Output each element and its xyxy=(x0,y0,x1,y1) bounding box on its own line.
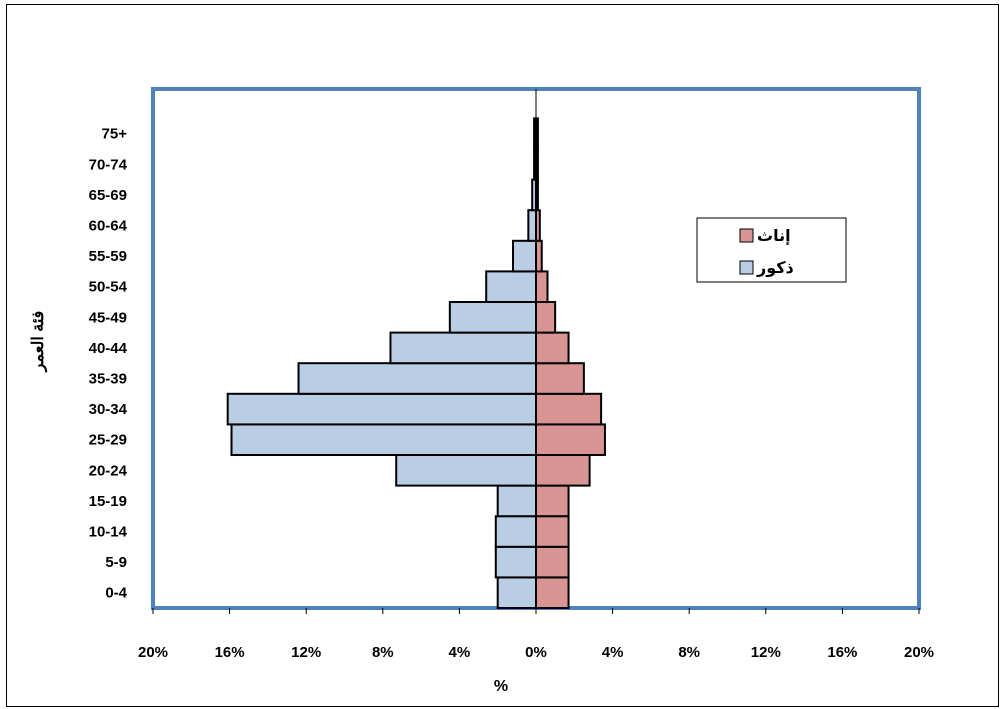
bar-male-5-9 xyxy=(494,545,538,579)
bar-female-45-49 xyxy=(535,301,557,334)
bar-male-15-19 xyxy=(496,484,538,518)
x-tick-label: 16% xyxy=(215,644,245,661)
chart-frame: 0-4 5-9 10-14 15-19 20-24 25-29 30-34 35-39 40-4… xyxy=(6,4,999,707)
y-tick-label: 25-29 xyxy=(89,432,127,449)
bar-female-50-54 xyxy=(535,270,549,303)
y-tick-label: 50-54 xyxy=(89,279,128,296)
bar-female-35-39 xyxy=(535,362,585,395)
bar-female-5-9 xyxy=(535,545,570,579)
bar-male-40-44 xyxy=(389,331,537,365)
x-tick-label: 8% xyxy=(372,644,394,661)
population-pyramid-chart: 0-4 5-9 10-14 15-19 20-24 25-29 30-34 35-39 40-4… xyxy=(30,87,934,695)
bar-female-0-4 xyxy=(535,576,570,610)
bar-female-60-64 xyxy=(535,209,541,242)
x-axis-title: % xyxy=(494,678,508,695)
y-tick-label: 15-19 xyxy=(89,493,127,510)
bar-female-20-24 xyxy=(535,454,591,487)
y-tick-label: 10-14 xyxy=(89,524,128,541)
y-axis-title: فئة العمر xyxy=(30,311,48,373)
bars-layer xyxy=(226,117,606,610)
bar-male-20-24 xyxy=(395,454,537,487)
legend-swatch-male xyxy=(739,260,754,275)
y-tick-labels: 0-4 5-9 10-14 15-19 20-24 25-29 30-34 35-39 40-4… xyxy=(89,126,128,602)
bar-male-55-59 xyxy=(512,239,537,273)
bar-male-0-4 xyxy=(496,576,538,610)
legend: إناث ذكور xyxy=(696,217,847,283)
y-tick-label: 0-4 xyxy=(105,585,127,602)
y-tick-label: 55-59 xyxy=(89,248,127,265)
x-tick-label: 8% xyxy=(678,644,700,661)
x-tick-label: 16% xyxy=(827,644,857,661)
y-tick-label: 75+ xyxy=(102,126,128,143)
x-tick-label: 0% xyxy=(525,644,547,661)
y-tick-label: 65-69 xyxy=(89,187,127,204)
y-tick-label: 5-9 xyxy=(105,554,127,571)
bar-male-60-64 xyxy=(527,209,538,242)
bar-female-10-14 xyxy=(535,515,570,548)
y-tick-label: 40-44 xyxy=(89,340,128,357)
bar-female-25-29 xyxy=(535,423,606,456)
x-tick-labels: 20% 16% 12% 8% 4% 0% 4% 8% 12% 16% 20% xyxy=(138,608,934,661)
y-tick-label: 30-34 xyxy=(89,401,128,418)
bar-male-30-34 xyxy=(226,392,537,426)
legend-label-female: إناث xyxy=(757,226,791,245)
y-tick-label: 60-64 xyxy=(89,218,128,235)
bar-male-45-49 xyxy=(448,301,538,334)
y-tick-label: 35-39 xyxy=(89,371,127,388)
bar-female-55-59 xyxy=(535,239,543,273)
y-tick-label: 70-74 xyxy=(89,156,128,173)
bar-female-30-34 xyxy=(535,392,603,426)
x-tick-label: 20% xyxy=(138,644,168,661)
x-tick-label: 4% xyxy=(602,644,624,661)
legend-box xyxy=(696,217,847,283)
bar-male-35-39 xyxy=(297,362,538,395)
bar-male-25-29 xyxy=(230,423,537,456)
x-tick-label: 12% xyxy=(291,644,321,661)
bar-male-10-14 xyxy=(494,515,538,548)
bar-female-15-19 xyxy=(535,484,570,518)
x-tick-label: 20% xyxy=(904,644,934,661)
y-tick-label: 45-49 xyxy=(89,309,127,326)
legend-label-male: ذكور xyxy=(756,258,794,277)
y-tick-label: 20-24 xyxy=(89,462,128,479)
x-tick-label: 12% xyxy=(751,644,781,661)
bar-female-40-44 xyxy=(535,331,570,365)
x-tick-label: 4% xyxy=(449,644,471,661)
legend-swatch-female xyxy=(739,228,754,243)
bar-male-50-54 xyxy=(485,270,537,303)
